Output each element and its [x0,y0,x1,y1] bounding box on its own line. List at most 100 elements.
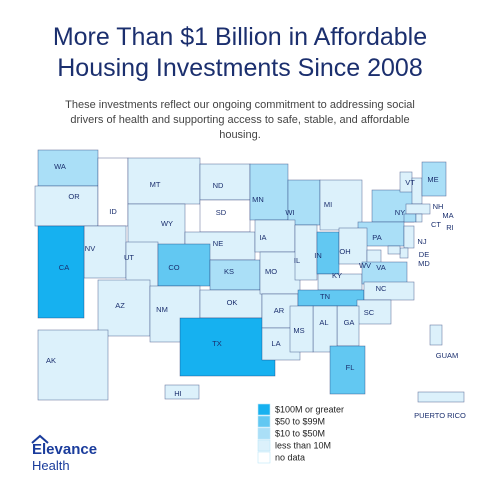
state-shape [399,247,409,259]
state-label: WV [359,261,371,270]
state-label: TN [320,292,330,301]
state-label: MI [324,200,332,209]
state-label: CA [59,263,69,272]
state-shape [415,213,423,223]
state-label: DE [419,250,429,259]
state-shape [429,324,443,346]
state-shape [259,251,301,295]
state-label: TX [212,339,222,348]
state-label: IA [259,233,266,242]
state-label: AZ [115,301,125,310]
state-label: PA [372,233,381,242]
state-shape [97,279,151,337]
state-shape [37,149,99,187]
state-shape [405,203,431,215]
state-shape [312,305,338,353]
state-shape [209,259,261,291]
state-label: IL [294,256,300,265]
state-label: WY [161,219,173,228]
state-label: ME [427,175,438,184]
state-shape [287,179,321,226]
state-label: AR [274,306,285,315]
state-label: MS [293,326,304,335]
state-label: NC [376,284,387,293]
state-shape [199,289,263,319]
state-label: GUAM [436,351,459,360]
state-label: WI [285,208,294,217]
state-shape [297,289,365,307]
state-label: FL [346,363,355,372]
state-label: MO [265,267,277,276]
state-shape [254,219,296,253]
title: More Than $1 Billion in Affordable Housi… [52,23,428,82]
state-shape [164,384,200,400]
state-shape [289,305,314,353]
state-label: CO [168,263,179,272]
state-label: GA [344,318,355,327]
legend-swatch [257,439,271,452]
state-shape [199,199,251,233]
state-shape [97,157,129,227]
state-label: PUERTO RICO [414,411,466,420]
state-shape [34,185,99,227]
state-label: SD [216,208,227,217]
state-label: ND [213,181,224,190]
state-label: AL [319,318,328,327]
state-label: KS [224,267,234,276]
legend-label: less than 10M [275,440,331,450]
legend-label: $10 to $50M [275,428,325,438]
state-shape [37,329,109,401]
legend-swatch [257,451,271,464]
state-label: NM [156,305,168,314]
state-label: SC [364,308,375,317]
state-shape [403,225,415,249]
state-label: OK [227,298,238,307]
legend-swatch [257,415,271,428]
state-shape [157,243,211,287]
state-label: NH [433,202,444,211]
state-shape [179,317,276,377]
state-label: LA [271,339,280,348]
state-label: WA [54,162,66,171]
logo-text: Elevance [32,441,98,458]
subtitle: These investments reflect our ongoing co… [65,99,415,141]
state-label: OH [339,247,350,256]
state-shape [387,245,401,255]
legend-swatch [257,403,271,416]
legend-label: no data [275,452,305,462]
state-shape [199,163,251,201]
state-shape [319,179,363,231]
state-shape [403,213,417,223]
state-label: NJ [417,237,426,246]
state-label: AK [46,356,56,365]
state-label: UT [124,253,134,262]
legend-label: $50 to $99M [275,416,325,426]
state-label: HI [174,389,182,398]
state-shape [356,299,392,325]
state-label: MA [442,211,453,220]
state-label: KY [332,271,342,280]
state-label: MN [252,195,264,204]
state-label: CT [431,220,441,229]
state-shape [249,163,289,221]
state-label: MD [418,259,430,268]
state-label: ID [109,207,117,216]
state-label: VA [376,263,385,272]
state-label: NV [85,244,95,253]
state-label: OR [68,192,80,201]
state-shape [421,161,447,197]
state-label: MT [150,180,161,189]
state-shape [417,391,465,403]
state-shape [363,281,415,301]
legend-swatch [257,427,271,440]
state-shape [127,157,201,205]
state-shape [37,225,85,319]
state-label: VT [405,178,415,187]
state-label: NY [395,208,405,217]
state-shape [329,345,366,395]
state-label: RI [446,223,454,232]
logo-text: Health [32,458,70,473]
state-shape [127,203,186,246]
